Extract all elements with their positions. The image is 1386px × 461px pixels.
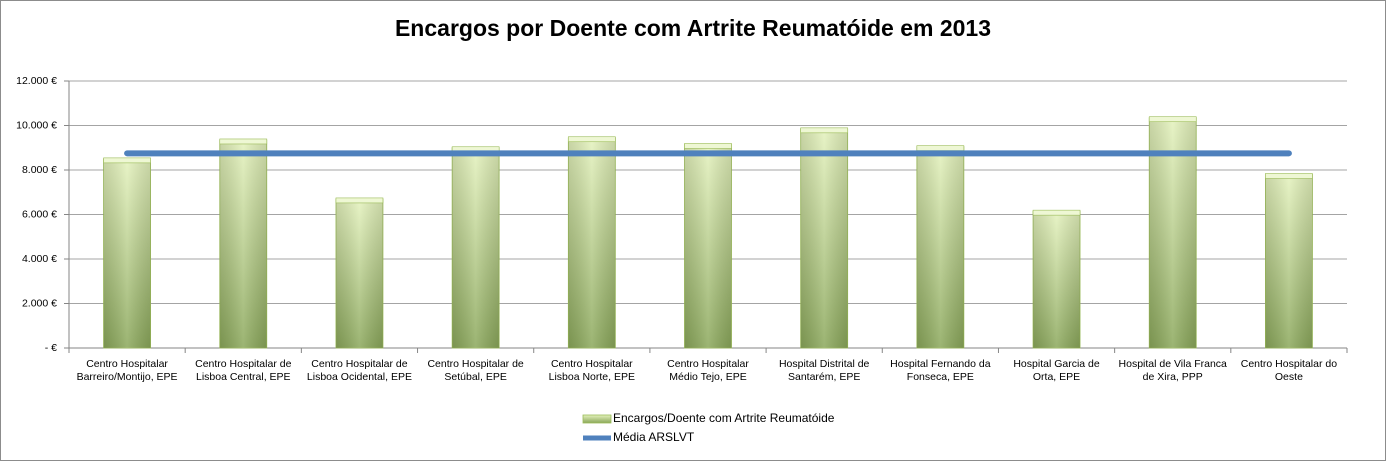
bar-top — [568, 136, 616, 143]
x-tick-label: Centro Hospitalar de Lisboa Ocidental, E… — [306, 358, 412, 383]
y-tick-label: 12.000 € — [16, 75, 57, 87]
x-tick-label: Centro Hospitalar de Lisboa Central, EPE — [195, 358, 292, 383]
chart-title: Encargos por Doente com Artrite Reumatói… — [395, 15, 991, 41]
bar-shade — [800, 128, 848, 348]
bar-shade — [1033, 211, 1081, 348]
bar-shade — [452, 147, 500, 348]
y-tick-label: 8.000 € — [22, 164, 57, 176]
x-tick-label: Hospital Fernando da Fonseca, EPE — [890, 358, 991, 383]
x-tick-label: Centro Hospitalar Lisboa Norte, EPE — [548, 358, 635, 383]
bar-shade — [103, 158, 151, 348]
y-tick-label: 2.000 € — [22, 297, 57, 309]
y-tick-label: 10.000 € — [16, 119, 57, 131]
x-tick-label: Centro Hospitalar Médio Tejo, EPE — [667, 358, 749, 383]
bar-shade — [684, 144, 732, 348]
legend-label: Encargos/Doente com Artrite Reumatóide — [613, 411, 835, 425]
y-tick-label: 4.000 € — [22, 253, 57, 265]
y-tick-label: 6.000 € — [22, 208, 57, 220]
bar-top — [916, 145, 965, 151]
y-tick-label: - € — [45, 342, 57, 354]
bar-top — [1265, 173, 1313, 179]
bar-top — [800, 127, 848, 134]
bar-top — [1032, 209, 1081, 216]
bar-top — [103, 157, 151, 164]
bar-shade — [568, 137, 616, 348]
bar-top — [219, 138, 268, 145]
x-tick-label: Hospital de Vila Franca de Xira, PPP — [1118, 358, 1227, 383]
x-tick-label: Hospital Garcia de Orta, EPE — [1013, 358, 1100, 383]
bar-top — [1148, 116, 1197, 123]
legend-label: Média ARSLVT — [613, 430, 695, 444]
x-tick-label: Centro Hospitalar Barreiro/Montijo, EPE — [76, 358, 178, 383]
bar-shade — [219, 139, 267, 348]
x-tick-label: Hospital Distrital de Santarém, EPE — [778, 358, 870, 383]
bar-top — [684, 143, 732, 149]
bar-shade — [335, 198, 383, 348]
x-tick-label: Centro Hospitalar de Setúbal, EPE — [427, 358, 524, 383]
x-tick-label: Centro Hospitalar do Oeste — [1240, 358, 1338, 383]
bar-shade — [916, 146, 964, 348]
bar-top — [335, 197, 384, 204]
legend-swatch — [582, 414, 612, 424]
bar-shade — [1265, 174, 1313, 348]
